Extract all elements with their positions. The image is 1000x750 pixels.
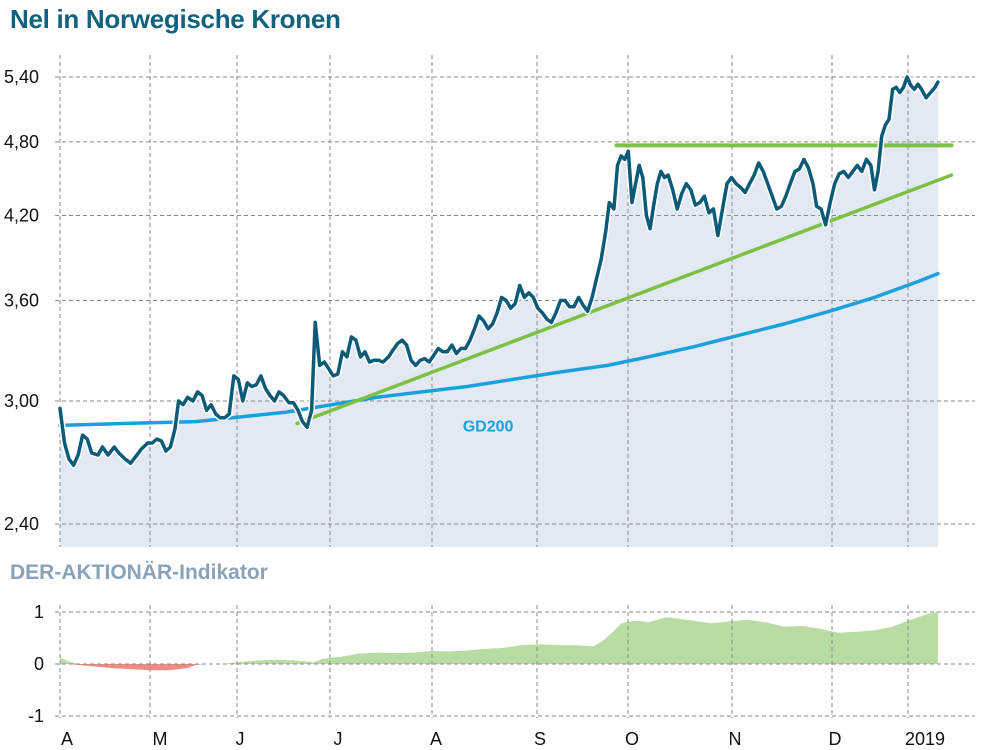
y-tick-label: 4,20 [4, 206, 39, 226]
indicator-positive-area [60, 612, 938, 664]
x-tick-label: O [625, 729, 639, 749]
y-tick-label: 5,40 [4, 67, 39, 87]
x-tick-label: 2019 [905, 729, 945, 749]
indicator-title: DER-AKTIONÄR-Indikator [10, 561, 268, 584]
y-tick-label: 4,80 [4, 132, 39, 152]
x-tick-label: A [430, 729, 442, 749]
y-tick-label: 3,60 [4, 291, 39, 311]
y-tick-label: 2,40 [4, 514, 39, 534]
x-tick-label: A [61, 729, 73, 749]
x-tick-label: J [334, 729, 343, 749]
y-tick-label: 3,00 [4, 391, 39, 411]
x-tick-label: D [829, 729, 842, 749]
indicator-grid [55, 605, 975, 718]
indicator-negative-area [60, 664, 938, 671]
x-tick-label: M [153, 729, 168, 749]
price-line [58, 75, 940, 467]
x-axis: A M J J A S O N D 2019 [61, 729, 945, 749]
indicator-y-tick-label: 0 [34, 654, 44, 674]
gd200-line [58, 271, 940, 428]
x-tick-label: J [236, 729, 245, 749]
indicator-y-tick-label: 1 [34, 602, 44, 622]
gd200-label: GD200 [463, 418, 514, 435]
price-lines [56, 73, 954, 469]
x-tick-label: N [729, 729, 742, 749]
trendline [295, 173, 954, 426]
chart-title: Nel in Norwegische Kronen [10, 4, 341, 34]
price-y-axis: 5,40 4,80 4,20 3,60 3,00 2,40 [4, 67, 39, 534]
annotations: GD200 [463, 418, 514, 435]
indicator-y-tick-label: -1 [28, 706, 44, 726]
indicator-y-axis: 1 0 -1 [28, 602, 44, 726]
indicator-area-layer [60, 612, 938, 671]
x-tick-label: S [534, 729, 546, 749]
